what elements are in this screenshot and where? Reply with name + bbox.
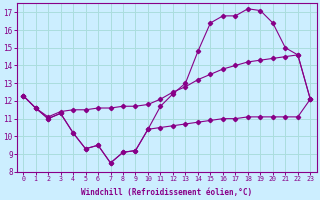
X-axis label: Windchill (Refroidissement éolien,°C): Windchill (Refroidissement éolien,°C) (81, 188, 252, 197)
